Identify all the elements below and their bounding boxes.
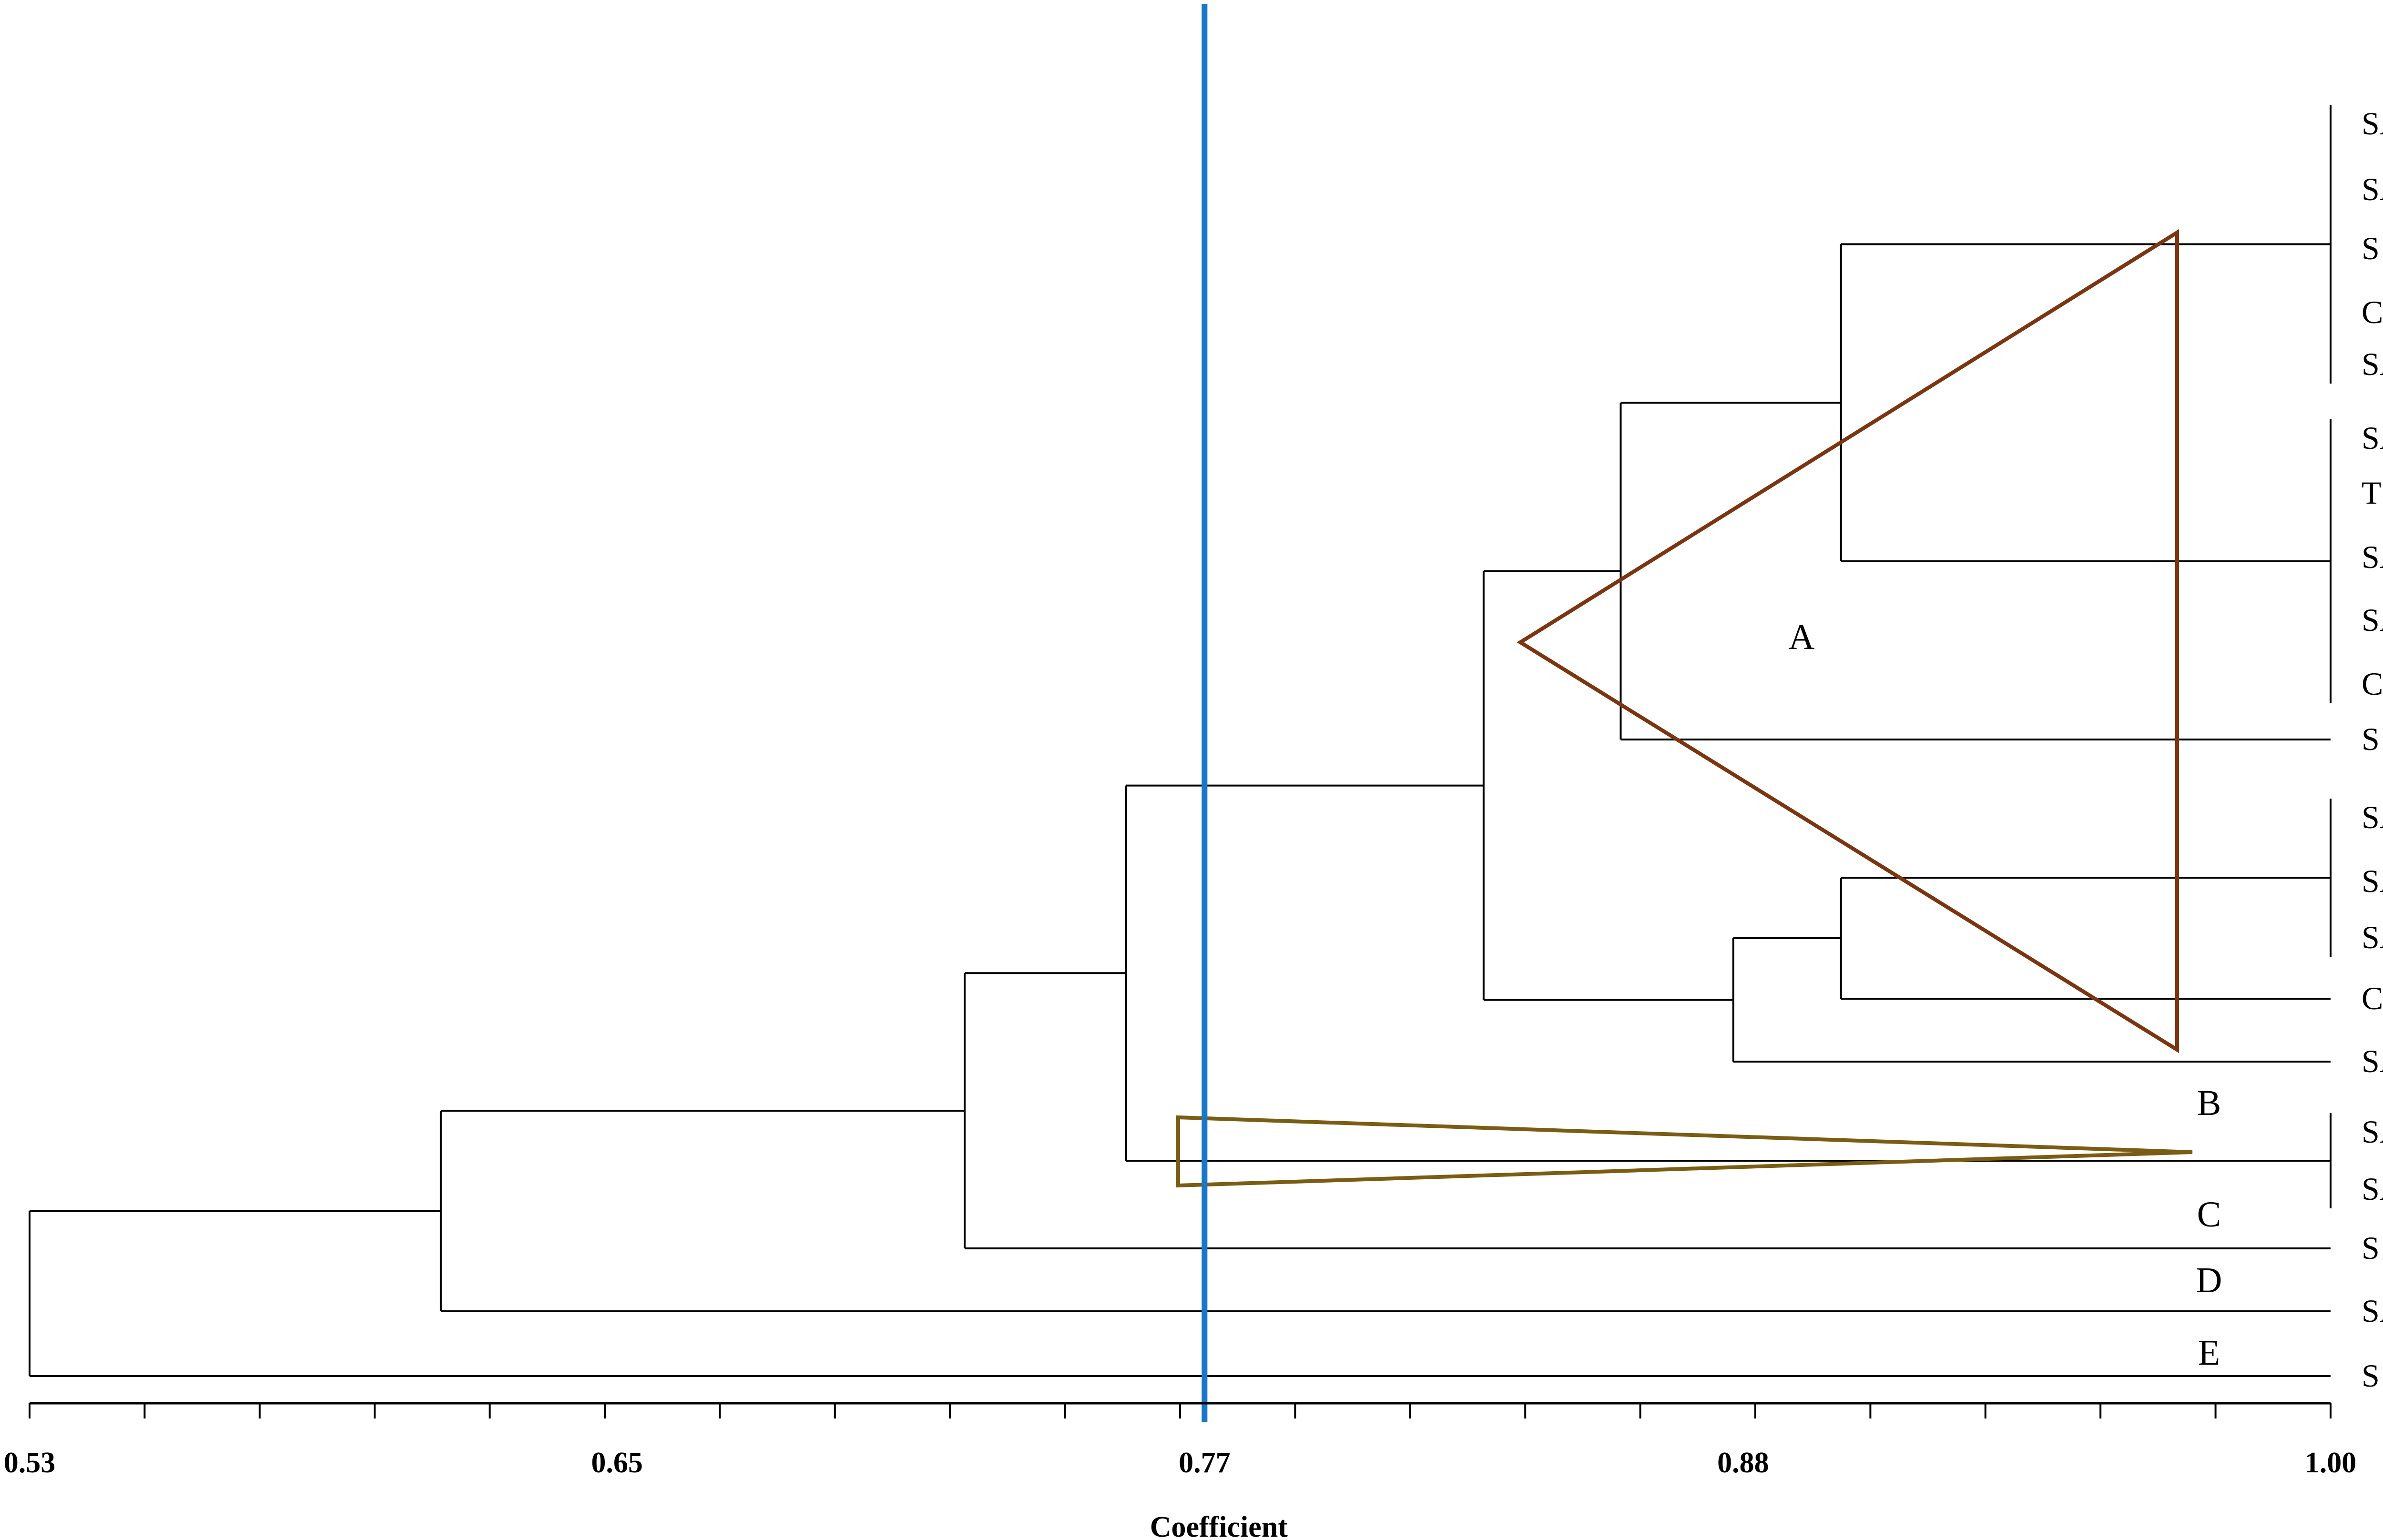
cluster-label-c: C (2197, 1195, 2221, 1235)
cluster-outlines (1176, 229, 2193, 1188)
leaf-label-sa-27: SA 27 (2362, 1171, 2383, 1207)
leaf-label-s-85: S 85 (2362, 1230, 2383, 1266)
leaf-label-sa-13: SA 13 (2362, 863, 2383, 899)
leaf-label-s-40: S 40 (2362, 1358, 2383, 1394)
leaf-label-sa-28: SA 28 (2362, 1293, 2383, 1329)
leaf-label-sa-14: SA 14 (2362, 919, 2383, 955)
leaf-label-sa-21: SA 21 (2362, 799, 2383, 835)
tick-label-0-88: 0.88 (1717, 1447, 1769, 1479)
cluster-b-triangle (1176, 1115, 2193, 1188)
leaf-label-sa-62: SA 62 (2362, 1114, 2383, 1150)
cluster-labels: A B CDE (1789, 617, 2222, 1373)
cluster-label-e: E (2198, 1333, 2220, 1373)
leaf-label-cjra-1: CJRA 1 (2362, 980, 2383, 1016)
coefficient-axis: 0.53 0.65 0.77 0.88 1.00 (4, 1402, 2357, 1479)
leaf-label-s-43: S 43 (2362, 230, 2383, 266)
cluster-label-a: A (1789, 617, 1815, 657)
leaf-label-t1la3: T1LA3 (2362, 475, 2383, 511)
leaf-labels: SA 1 SA 8 S 43 CRRA 1 SA 12 SA 2 T1LA3 SA 6 SA 2… (2362, 105, 2383, 1394)
leaf-label-sa-29: SA 29 (2362, 1043, 2383, 1079)
leaf-label-crra-1: CRRA 1 (2362, 294, 2383, 330)
cluster-label-d: D (2196, 1260, 2222, 1300)
leaf-label-sa-8: SA 8 (2362, 171, 2383, 207)
leaf-label-sa-25: SA 25 (2362, 602, 2383, 638)
dendrogram-branches (29, 105, 2332, 1377)
tick-label-0-65: 0.65 (591, 1447, 643, 1479)
leaf-label-sa-1: SA 1 (2362, 105, 2383, 142)
leaf-label-sa-6: SA 6 (2362, 539, 2383, 575)
leaf-label-s-84: S 84 (2362, 721, 2383, 757)
leaf-label-csla-6: CSLA 6 (2362, 666, 2383, 702)
axis-title: Coefficient (1150, 1511, 1288, 1540)
leaf-label-sa-12: SA 12 (2362, 346, 2383, 382)
tick-label-0-77: 0.77 (1179, 1447, 1231, 1479)
leaf-label-sa-2: SA 2 (2362, 420, 2383, 456)
tick-label-0-53: 0.53 (4, 1447, 56, 1479)
cluster-label-b: B (2197, 1083, 2221, 1123)
tick-label-1-00: 1.00 (2305, 1447, 2357, 1479)
cluster-a-triangle (1517, 229, 2179, 1054)
